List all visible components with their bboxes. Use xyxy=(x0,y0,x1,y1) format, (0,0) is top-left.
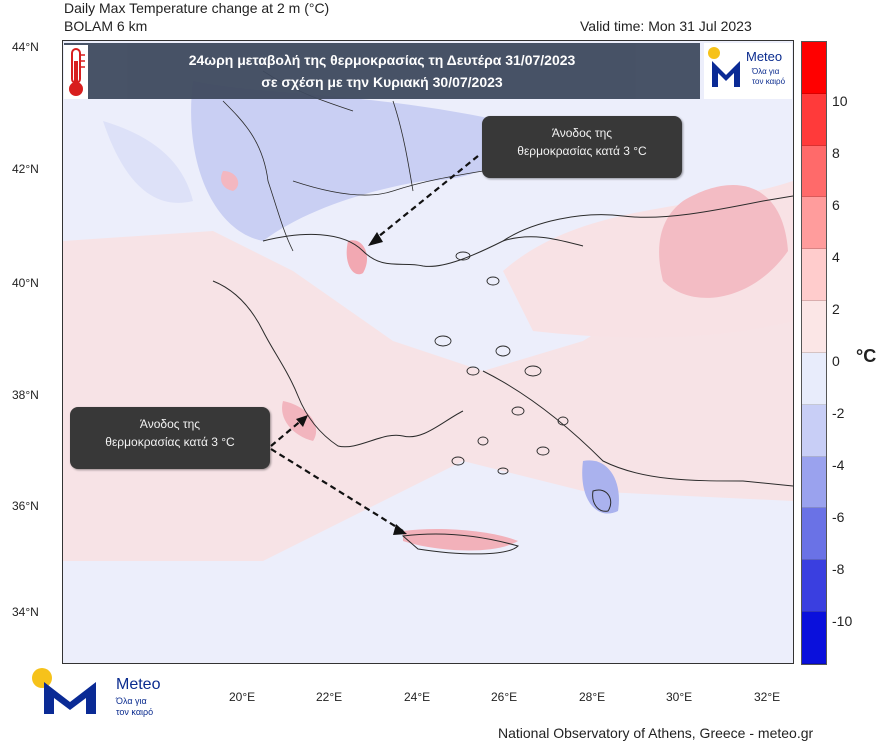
logo-tagline-2: τον καιρό xyxy=(752,77,786,86)
callout-north-line-1: Άνοδος της xyxy=(551,126,613,140)
map-area xyxy=(62,40,794,664)
lat-label: 44°N xyxy=(12,40,39,54)
callout-north-line-2: θερμοκρασίας κατά 3 °C xyxy=(517,144,647,158)
lon-label: 28°E xyxy=(579,690,606,704)
colorbar-tick: -8 xyxy=(832,561,845,577)
rhodes-coast xyxy=(592,489,612,512)
colorbar-segment xyxy=(802,197,826,250)
arrow-to-chalkidiki xyxy=(372,155,479,242)
colorbar-segment xyxy=(802,508,826,561)
lon-label: 26°E xyxy=(491,690,518,704)
info-banner: 24ωρη μεταβολή της θερμοκρασίας τη Δευτέ… xyxy=(64,43,700,99)
footer-logo-brand: Meteo xyxy=(116,676,161,693)
lat-label: 38°N xyxy=(12,388,39,402)
colorbar-segment xyxy=(802,352,826,405)
colorbar-segment xyxy=(802,301,826,353)
colorbar-segment xyxy=(802,456,826,509)
lat-label: 36°N xyxy=(12,499,39,513)
callout-south-line-1: Άνοδος της xyxy=(139,417,201,431)
valid-time: Valid time: Mon 31 Jul 2023 xyxy=(580,18,752,34)
map-title: Daily Max Temperature change at 2 m (°C) xyxy=(64,0,330,16)
adriatic-cool-zone xyxy=(103,121,193,203)
meteo-logo-large-icon xyxy=(32,668,96,714)
island xyxy=(451,456,465,466)
arrowhead xyxy=(296,415,308,427)
island xyxy=(434,335,452,347)
colorbar-tick: -6 xyxy=(832,509,845,525)
island xyxy=(536,446,550,456)
island xyxy=(511,406,525,416)
banner-line-1: 24ωρη μεταβολή της θερμοκρασίας τη Δευτέ… xyxy=(188,52,576,68)
callout-north: Άνοδος της θερμοκρασίας κατά 3 °C xyxy=(482,116,682,178)
arrow-to-peloponnese xyxy=(270,418,304,447)
colorbar-tick: -10 xyxy=(832,613,853,629)
crete-coast xyxy=(401,533,519,555)
colorbar-tick: 4 xyxy=(832,249,840,265)
lon-label: 32°E xyxy=(754,690,781,704)
rhodes-cool-zone xyxy=(582,460,619,514)
turkey-south-coast xyxy=(482,370,793,487)
lon-label: 20°E xyxy=(229,690,256,704)
greece-west-coast xyxy=(212,280,464,448)
arrowhead xyxy=(368,232,383,246)
colorbar-segment xyxy=(802,249,826,302)
island xyxy=(557,416,569,426)
lon-label: 24°E xyxy=(404,690,431,704)
colorbar-tick: -4 xyxy=(832,457,845,473)
banner-line-2: σε σχέση με την Κυριακή 30/07/2023 xyxy=(261,74,503,90)
footer-credit: National Observatory of Athens, Greece -… xyxy=(498,725,814,741)
lat-label: 40°N xyxy=(12,276,39,290)
balkans-cool-zone xyxy=(191,81,512,241)
border-albania xyxy=(222,100,294,252)
colorbar-tick: 8 xyxy=(832,145,840,161)
north-coast xyxy=(262,234,584,267)
island xyxy=(455,251,471,261)
island xyxy=(466,366,480,376)
island xyxy=(497,467,509,475)
arrowhead xyxy=(393,524,407,535)
turkey-north-coast xyxy=(502,195,793,242)
colorbar-segment xyxy=(802,404,826,457)
colorbar-unit: °C xyxy=(856,346,877,366)
anatolia-warm-spot xyxy=(659,185,788,298)
colorbar-tick: 0 xyxy=(832,353,840,369)
island xyxy=(486,276,500,286)
callout-south: Άνοδος της θερμοκρασίας κατά 3 °C xyxy=(70,407,270,469)
footer-logo: Meteo Όλα για τον καιρό xyxy=(30,668,180,722)
colorbar-segment xyxy=(802,93,826,146)
colorbar-segment xyxy=(802,145,826,198)
colorbar xyxy=(801,41,827,665)
albania-warm-spot xyxy=(221,171,239,191)
footer-logo-tagline-2: τον καιρό xyxy=(116,707,154,717)
colorbar-segment xyxy=(802,612,826,664)
island xyxy=(477,436,489,446)
island xyxy=(524,365,542,377)
colorbar-tick: 2 xyxy=(832,301,840,317)
lon-label: 30°E xyxy=(666,690,693,704)
map-svg xyxy=(63,41,793,663)
border-serbia-bulgaria xyxy=(392,100,414,192)
lat-label: 34°N xyxy=(12,605,39,619)
colorbar-tick: -2 xyxy=(832,405,845,421)
lat-label: 42°N xyxy=(12,162,39,176)
footer-logo-tagline-1: Όλα για xyxy=(116,696,147,706)
thermometer-icon xyxy=(64,45,88,99)
island xyxy=(495,345,511,357)
colorbar-segment xyxy=(802,42,826,94)
colorbar-tick: 6 xyxy=(832,197,840,213)
arrow-to-crete xyxy=(270,448,404,532)
logo-brand: Meteo xyxy=(746,49,783,64)
lon-label: 22°E xyxy=(316,690,343,704)
colorbar-tick: 10 xyxy=(832,93,848,109)
chalkidiki-warm-spot xyxy=(346,240,368,275)
model-name: BOLAM 6 km xyxy=(64,18,148,34)
logo-tagline-1: Όλα για xyxy=(752,67,780,76)
colorbar-segment xyxy=(802,560,826,613)
callout-south-line-2: θερμοκρασίας κατά 3 °C xyxy=(105,435,235,449)
banner-logo: Meteo Όλα για τον καιρό xyxy=(704,43,792,99)
meteo-logo-icon xyxy=(708,47,740,87)
